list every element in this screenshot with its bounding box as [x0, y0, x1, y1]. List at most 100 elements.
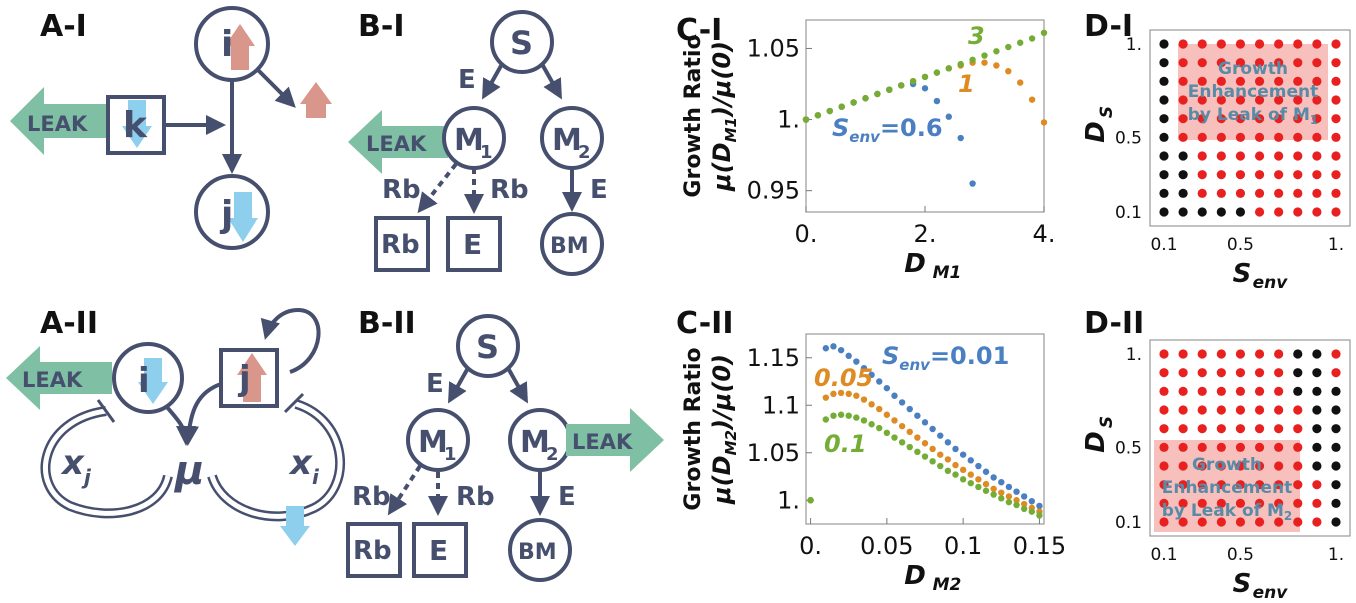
grid-point [1293, 58, 1303, 68]
x-axis-label-sub: env [1253, 273, 1289, 293]
edge-e-label-2: E [590, 175, 608, 205]
grid-point [1216, 368, 1226, 378]
panel-label-d-ii: D-II [1084, 306, 1144, 341]
grid-point [1293, 461, 1303, 471]
grid-point [1178, 405, 1188, 415]
grid-point [1312, 170, 1322, 180]
data-point [891, 434, 898, 441]
series-label: 1 [958, 70, 975, 98]
grid-point [1235, 95, 1246, 105]
grid-point [1216, 498, 1226, 508]
grid-point [1312, 424, 1322, 434]
grid-point [1274, 442, 1284, 452]
data-point [1036, 512, 1043, 519]
chart-d-i: Growth Enhancement by Leak of M1 0.1 0.5 1. 0.… [1081, 29, 1351, 293]
grid-point [1254, 517, 1265, 527]
grid-point [1331, 170, 1341, 180]
grid-point [1235, 480, 1246, 490]
data-point [933, 97, 941, 105]
grid-point [1312, 405, 1322, 415]
grid-point [1331, 95, 1341, 105]
data-point [860, 417, 868, 424]
data-point [883, 384, 891, 392]
data-point [929, 425, 936, 433]
data-point [845, 352, 852, 360]
series-label: 3 [968, 22, 985, 50]
data-point [982, 480, 990, 488]
grid-point [1159, 95, 1169, 105]
grid-point [1197, 517, 1207, 527]
data-point [883, 429, 891, 436]
grid-point [1254, 386, 1265, 396]
data-point [933, 69, 941, 76]
inhibition-bar [96, 399, 116, 423]
x-axis-label-sub: env [1253, 583, 1289, 603]
node-m2-label: M [520, 425, 550, 460]
data-point [807, 497, 814, 504]
grid-point [1293, 207, 1303, 217]
series-label: 0.05 [814, 364, 873, 392]
grid-point [1235, 151, 1246, 161]
y-axis-title: Growth Ratio [681, 34, 706, 197]
grid-point [1197, 461, 1207, 471]
grid-point [1312, 188, 1322, 198]
grid-point [1178, 349, 1188, 359]
down-arrow-icon [280, 506, 310, 546]
data-point [868, 421, 875, 428]
xj-label: x [60, 443, 85, 483]
data-point [906, 405, 913, 413]
grid-point [1312, 39, 1322, 49]
x-axis-label: D [904, 561, 926, 591]
x-axis-label-sub: M1 [933, 263, 962, 283]
data-point [1013, 497, 1020, 504]
panel-label-c-i: C-I [676, 13, 722, 48]
data-point [969, 56, 976, 64]
leak-label: LEAK [572, 430, 633, 454]
data-point [975, 462, 982, 470]
grid-point [1254, 151, 1265, 161]
data-point [914, 412, 921, 419]
grid-point [1312, 368, 1322, 378]
grid-point [1197, 76, 1207, 86]
y-axis-title: Growth Ratio [681, 347, 706, 510]
grid-point [1254, 424, 1265, 434]
y-axis-label-group: Growth Ratio μ(DM2)/μ(0) [681, 347, 740, 510]
edge-s-to-m1 [482, 63, 504, 100]
data-point [850, 99, 857, 106]
edge-j-to-mu [179, 382, 222, 446]
grid-point [1178, 151, 1188, 161]
edge-rb-label: Rb [352, 482, 391, 512]
grid-point [1197, 95, 1207, 105]
data-point [876, 405, 883, 413]
panel-label-c-ii: C-II [676, 306, 733, 341]
data-point [1020, 500, 1028, 508]
grid-point [1331, 58, 1341, 68]
data-point [876, 378, 883, 385]
grid-point [1197, 368, 1207, 378]
grid-point [1235, 114, 1246, 124]
data-point [921, 85, 929, 92]
grid-point [1178, 442, 1188, 452]
grid-point [1274, 498, 1284, 508]
grid-point [1274, 58, 1284, 68]
node-e-label: E [463, 228, 482, 261]
node-m1-sub: 1 [480, 142, 493, 163]
edge-m1-to-rb [417, 162, 458, 214]
node-j-label: j [237, 359, 251, 399]
y-tick-label: 0.1 [1115, 513, 1142, 533]
grid-point [1235, 76, 1246, 86]
grid-point [1235, 58, 1246, 68]
data-point [1028, 35, 1036, 42]
leak-label: LEAK [366, 132, 427, 156]
grid-point [1331, 349, 1341, 359]
edge-i-to-out [256, 68, 296, 108]
grid-point [1178, 517, 1188, 527]
y-tick-label: 1. [1126, 345, 1142, 365]
grid-point [1312, 76, 1322, 86]
grid-point [1178, 386, 1188, 396]
data-point [921, 453, 929, 460]
grid-point [1159, 442, 1169, 452]
up-arrow-icon [225, 24, 255, 70]
grid-point [1312, 58, 1322, 68]
